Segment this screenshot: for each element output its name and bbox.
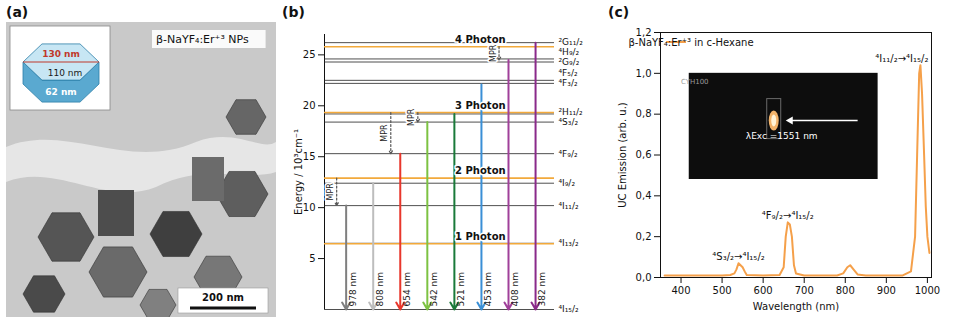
svg-text:⁴F₉/₂→⁴I₁₅/₂: ⁴F₉/₂→⁴I₁₅/₂: [762, 210, 814, 221]
svg-text:⁴I₁₁/₂: ⁴I₁₁/₂: [559, 200, 580, 210]
svg-text:5: 5: [309, 253, 315, 264]
svg-text:⁴F₃/₂: ⁴F₃/₂: [559, 78, 578, 88]
svg-text:β-NaYF₄:Er⁺³ in c-Hexane: β-NaYF₄:Er⁺³ in c-Hexane: [628, 37, 753, 48]
svg-text:1,0: 1,0: [636, 68, 652, 79]
svg-text:⁴I₉/₂: ⁴I₉/₂: [559, 178, 576, 188]
svg-text:382 nm: 382 nm: [537, 272, 547, 307]
svg-text:900: 900: [877, 285, 896, 296]
svg-text:⁴F₅/₂: ⁴F₅/₂: [559, 68, 578, 78]
svg-text:Energy / 10³cm⁻¹: Energy / 10³cm⁻¹: [293, 129, 304, 215]
svg-text:200 nm: 200 nm: [202, 292, 244, 303]
svg-text:MPR: MPR: [326, 183, 335, 201]
svg-text:UC Emission (arb. u.): UC Emission (arb. u.): [617, 102, 628, 208]
svg-text:0,4: 0,4: [636, 190, 652, 201]
svg-text:⁴H₉/₂: ⁴H₉/₂: [559, 47, 580, 57]
svg-text:Wavelength (nm): Wavelength (nm): [753, 301, 839, 312]
svg-text:654 nm: 654 nm: [402, 272, 412, 307]
svg-text:15: 15: [303, 151, 316, 162]
svg-text:MPR: MPR: [489, 44, 498, 62]
svg-text:2 Photon: 2 Photon: [455, 165, 506, 176]
svg-text:978 nm: 978 nm: [348, 272, 358, 307]
svg-text:0,6: 0,6: [636, 149, 652, 160]
svg-text:25: 25: [303, 49, 316, 60]
svg-text:⁴S₃/₂→⁴I₁₅/₂: ⁴S₃/₂→⁴I₁₅/₂: [712, 251, 764, 262]
svg-text:500: 500: [713, 285, 732, 296]
svg-text:1000: 1000: [915, 285, 940, 296]
svg-text:4 Photon: 4 Photon: [455, 34, 506, 45]
svg-text:²G₁₁/₂: ²G₁₁/₂: [559, 37, 584, 47]
svg-text:⁴I₁₅/₂: ⁴I₁₅/₂: [559, 304, 580, 314]
svg-text:408 nm: 408 nm: [510, 272, 520, 307]
svg-text:808 nm: 808 nm: [375, 272, 385, 307]
svg-text:110 nm: 110 nm: [48, 68, 83, 78]
svg-text:1 Photon: 1 Photon: [455, 231, 506, 242]
svg-text:20: 20: [303, 100, 316, 111]
svg-text:⁴F₉/₂: ⁴F₉/₂: [559, 149, 578, 159]
svg-text:130 nm: 130 nm: [42, 49, 80, 59]
svg-text:²G₉/₂: ²G₉/₂: [559, 57, 580, 67]
svg-text:⁴I₁₁/₂→⁴I₁₅/₂: ⁴I₁₁/₂→⁴I₁₅/₂: [875, 53, 928, 64]
svg-text:λExc =1551 nm: λExc =1551 nm: [746, 131, 818, 141]
svg-text:10: 10: [303, 202, 316, 213]
svg-text:400: 400: [671, 285, 690, 296]
svg-text:62 nm: 62 nm: [45, 87, 76, 97]
svg-text:0,8: 0,8: [636, 108, 652, 119]
svg-text:MPR: MPR: [407, 108, 416, 126]
html-text:(c): (c): [608, 4, 630, 20]
svg-text:453 nm: 453 nm: [483, 272, 493, 307]
svg-text:600: 600: [754, 285, 773, 296]
svg-text:800: 800: [836, 285, 855, 296]
svg-text:⁴S₃/₂: ⁴S₃/₂: [559, 117, 579, 127]
svg-text:521 nm: 521 nm: [456, 272, 466, 307]
svg-text:542 nm: 542 nm: [429, 272, 439, 307]
svg-text:0,2: 0,2: [636, 231, 652, 242]
svg-text:3 Photon: 3 Photon: [455, 100, 506, 111]
svg-text:MPR: MPR: [380, 124, 389, 142]
svg-text:⁴I₁₃/₂: ⁴I₁₃/₂: [559, 238, 580, 248]
html-text:(b): (b): [282, 4, 305, 20]
svg-text:CYH100: CYH100: [681, 78, 709, 86]
svg-text:²H₁₁/₂: ²H₁₁/₂: [559, 107, 584, 117]
html-text:(a): (a): [6, 4, 29, 20]
svg-text:β-NaYF₄:Er⁺³ NPs: β-NaYF₄:Er⁺³ NPs: [156, 33, 249, 46]
svg-text:0,0: 0,0: [636, 272, 652, 283]
svg-text:1,2: 1,2: [635, 26, 652, 38]
svg-text:700: 700: [795, 285, 814, 296]
